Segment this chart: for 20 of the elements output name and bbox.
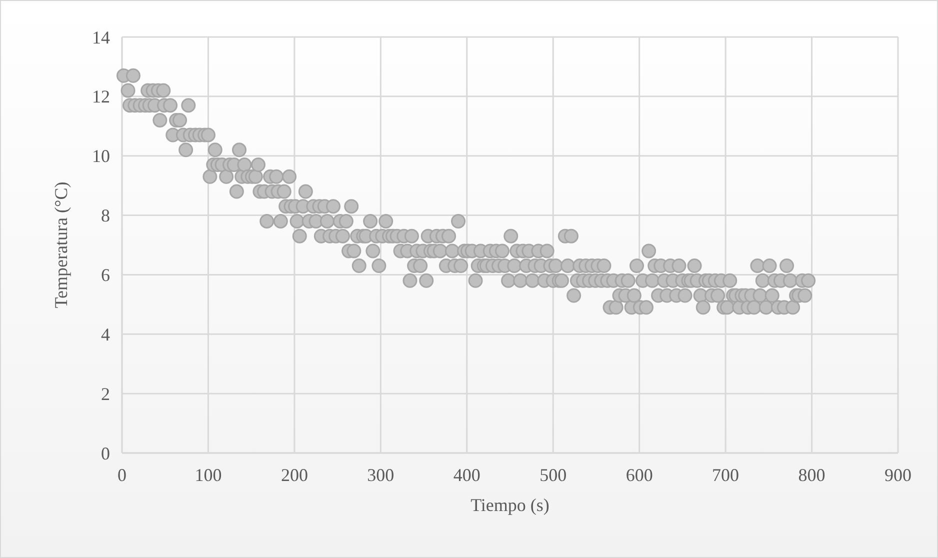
y-tick-label: 14	[92, 27, 110, 48]
x-tick-label: 300	[367, 465, 394, 485]
y-tick-label: 6	[101, 265, 110, 286]
x-tick-label: 200	[280, 465, 308, 485]
y-tick-label: 8	[101, 206, 110, 226]
y-tick-label: 0	[101, 443, 110, 464]
y-tick-label: 4	[101, 324, 110, 344]
x-axis-title: Tiempo (s)	[470, 495, 550, 515]
y-tick-label: 10	[92, 146, 110, 166]
y-tick-label: 12	[92, 86, 110, 107]
x-tick-label: 400	[453, 465, 480, 485]
y-axis-title: Temperatura (°C)	[51, 182, 71, 308]
x-tick-label: 500	[540, 465, 567, 485]
x-tick-label: 900	[884, 465, 912, 485]
x-tick-label: 800	[798, 465, 826, 485]
y-tick-label: 2	[101, 384, 110, 404]
x-tick-label: 0	[118, 465, 126, 485]
x-tick-label: 700	[712, 465, 740, 485]
x-tick-label: 100	[194, 465, 222, 485]
x-tick-label: 600	[626, 465, 653, 485]
